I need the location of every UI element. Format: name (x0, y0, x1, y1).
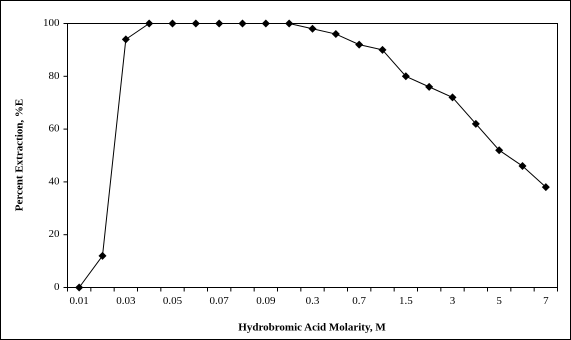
point-marker (495, 146, 504, 155)
point-marker (98, 251, 107, 260)
point-marker (215, 19, 224, 28)
y-tick-label: 100 (43, 17, 60, 29)
point-marker (331, 30, 340, 39)
x-tick-label: 0.01 (70, 295, 89, 307)
y-tick-label: 20 (49, 228, 61, 240)
x-axis-title: Hydrobromic Acid Molarity, M (238, 322, 386, 334)
x-tick-label: 3 (450, 295, 456, 307)
point-marker (355, 40, 364, 49)
point-marker (168, 19, 177, 28)
point-marker (541, 183, 550, 192)
x-tick-label: 0.7 (352, 295, 366, 307)
point-marker (378, 45, 387, 54)
x-tick-label: 1.5 (399, 295, 413, 307)
point-marker (425, 82, 434, 91)
x-tick-label: 0.09 (256, 295, 276, 307)
plot-frame (67, 23, 558, 288)
x-tick-label: 0.3 (306, 295, 320, 307)
point-marker (471, 119, 480, 128)
y-tick-label: 40 (49, 175, 61, 187)
point-marker (448, 93, 457, 102)
x-tick-label: 5 (496, 295, 502, 307)
point-marker (238, 19, 247, 28)
point-marker (518, 162, 527, 171)
point-marker (308, 24, 317, 33)
point-marker (401, 72, 410, 81)
point-marker (121, 35, 130, 44)
x-tick-label: 0.05 (163, 295, 183, 307)
y-tick-label: 0 (54, 281, 60, 293)
x-tick-label: 0.07 (210, 295, 230, 307)
point-marker (261, 19, 270, 28)
y-tick-label: 60 (49, 123, 61, 135)
point-marker (285, 19, 294, 28)
y-axis-title: Percent Extraction, %E (14, 99, 26, 212)
y-tick-label: 80 (49, 70, 61, 82)
x-tick-label: 7 (543, 295, 549, 307)
x-tick-label: 0.03 (116, 295, 136, 307)
point-marker (145, 19, 154, 28)
point-marker (191, 19, 200, 28)
point-marker (75, 283, 84, 292)
